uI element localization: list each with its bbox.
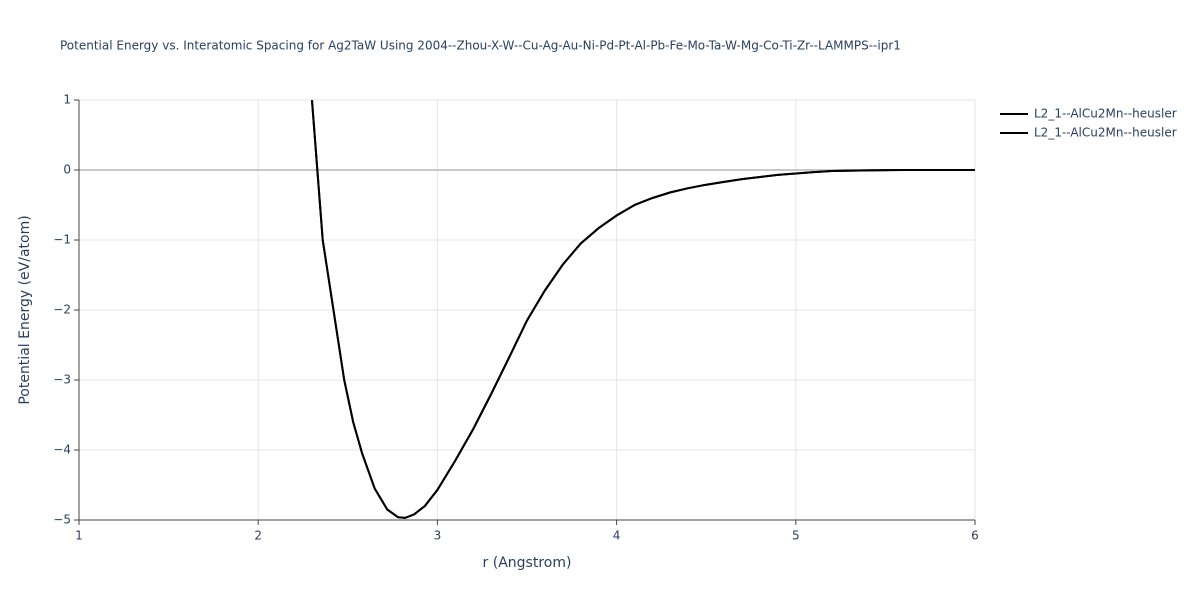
y-tick-label: 0 xyxy=(63,163,71,177)
legend-label: L2_1--AlCu2Mn--heusler xyxy=(1034,126,1177,140)
line-series xyxy=(310,100,975,519)
line-series xyxy=(310,100,975,519)
y-tick-label: −4 xyxy=(53,443,71,457)
y-tick-label: −2 xyxy=(53,303,71,317)
legend-label: L2_1--AlCu2Mn--heusler xyxy=(1034,107,1177,121)
x-tick-label: 6 xyxy=(971,529,979,543)
chart-title: Potential Energy vs. Interatomic Spacing… xyxy=(60,39,901,53)
y-tick-label: 1 xyxy=(63,93,71,107)
y-tick-label: −3 xyxy=(53,373,71,387)
x-tick-label: 2 xyxy=(254,529,262,543)
x-tick-label: 1 xyxy=(75,529,83,543)
x-tick-label: 5 xyxy=(792,529,800,543)
y-tick-label: −5 xyxy=(53,513,71,527)
y-tick-label: −1 xyxy=(53,233,71,247)
x-axis-label: r (Angstrom) xyxy=(483,555,572,571)
x-tick-label: 4 xyxy=(613,529,621,543)
y-axis-label: Potential Energy (eV/atom) xyxy=(17,215,33,404)
x-tick-label: 3 xyxy=(434,529,442,543)
